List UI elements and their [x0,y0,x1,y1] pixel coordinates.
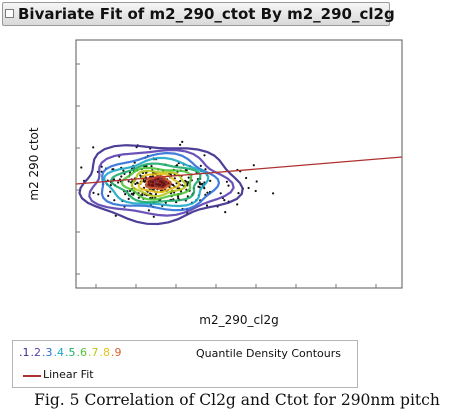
data-point [139,174,142,177]
contour-ring-.6 [120,166,193,201]
data-point [272,192,275,195]
linear-fit-swatch [23,375,41,377]
data-point [137,196,140,199]
contour-legend-title: Quantile Density Contours [196,347,341,360]
data-point [176,164,179,167]
contour-ring-.8 [137,172,181,194]
data-point [245,176,248,180]
data-point [109,190,112,193]
contour-ring-.4 [103,156,210,208]
contour-level-8: .8 [99,346,111,359]
contour-level-2: .2 [30,346,42,359]
data-point [136,182,139,185]
data-point [124,193,127,196]
data-point [219,192,222,195]
contour-level-4: .4 [53,346,65,359]
data-point [142,180,145,183]
data-point [92,191,95,194]
x-axis-label: m2_290_cl2g [199,313,278,327]
contour-level-9: .9 [111,346,122,359]
data-point [225,180,228,183]
data-point [206,191,209,194]
data-point [141,193,144,197]
data-point [113,199,116,202]
data-point [209,179,212,182]
data-point [122,169,125,172]
y-axis-label: m2 290 ctot [27,127,41,201]
data-point [203,154,206,157]
data-point [224,211,227,214]
data-point [181,140,184,143]
data-point [179,143,182,146]
data-point [254,189,257,193]
data-point [120,175,123,178]
figure-caption: Fig. 5 Correlation of Cl2g and Ctot for … [34,391,440,409]
data-point [181,184,184,187]
contour-level-5: .5 [65,346,76,359]
contour-level-1: .1 [19,346,30,359]
data-point [252,164,255,167]
data-point [147,209,150,212]
report-title-bar[interactable]: Bivariate Fit of m2_290_ctot By m2_290_c… [2,2,395,26]
plot-frame [75,39,403,289]
data-point [201,182,204,185]
data-point [204,168,207,171]
data-point [80,166,83,169]
linear-fit-label: Linear Fit [43,368,94,381]
contour-ring-.9 [145,175,173,191]
data-point [236,203,239,206]
legend: .1.2.3.4.5.6.7.8.9 Quantile Density Cont… [12,340,358,388]
data-point [127,180,130,183]
data-point [247,186,250,190]
data-point [227,184,230,187]
data-point [186,182,189,185]
data-point [109,184,112,187]
report-title: Bivariate Fit of m2_290_ctot By m2_290_c… [18,5,395,23]
contour-ring-.3 [100,151,221,212]
axis-ticks [76,63,377,288]
data-point [114,214,117,217]
data-point [107,194,110,197]
data-point [179,179,182,183]
data-point [187,176,190,179]
data-point [255,180,258,183]
data-point [199,164,202,167]
data-point [223,199,226,202]
contour-ring-.7 [130,169,187,198]
contour-level-6: .6 [76,346,88,359]
data-point [205,204,209,207]
data-point [154,193,157,196]
data-point [198,182,201,185]
data-point [171,183,175,186]
data-point [134,182,137,186]
data-point [97,193,100,196]
data-point [197,185,200,188]
contour-ring-.2 [88,148,235,217]
data-point [177,197,180,200]
bivariate-plot: m2_290_cl2g m2 290 ctot [27,39,403,327]
data-point [117,181,120,184]
linear-fit-line [75,156,403,185]
data-point [144,171,148,174]
contour-level-list: .1.2.3.4.5.6.7.8.9 [19,346,123,359]
disclosure-toggle-icon[interactable] [5,9,14,18]
data-point [150,165,153,168]
data-point [186,184,189,187]
contour-level-3: .3 [42,346,53,359]
data-point [152,215,155,218]
contour-ring-.5 [110,162,202,204]
data-point [198,181,201,184]
data-point [100,165,103,168]
data-point [92,146,95,149]
data-point [237,192,240,195]
data-point [127,197,130,200]
contour-level-7: .7 [88,346,99,359]
